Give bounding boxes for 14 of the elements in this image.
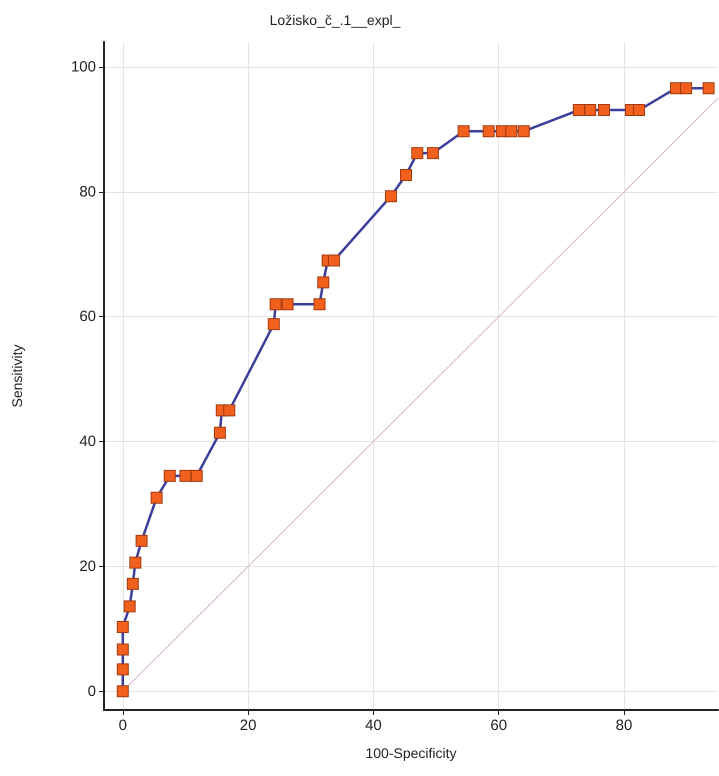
y-tick-label: 100 [70,58,96,76]
y-tick-label: 80 [79,183,96,200]
y-tick-label: 40 [79,433,96,450]
x-axis-title: 100-Specificity [365,745,457,761]
x-tick-label: 0 [118,717,127,734]
y-tick-label: 20 [79,558,96,575]
y-tick-label: 0 [88,682,96,700]
x-tick-label: 80 [616,717,632,734]
chart-title: Ložisko_č_.1__expl_ [270,12,401,28]
x-tick-label: 60 [490,717,508,734]
x-tick-label: 20 [240,717,256,734]
y-tick-label: 60 [79,308,96,326]
x-tick-label: 40 [365,717,382,734]
y-axis-title: Sensitivity [9,344,25,408]
